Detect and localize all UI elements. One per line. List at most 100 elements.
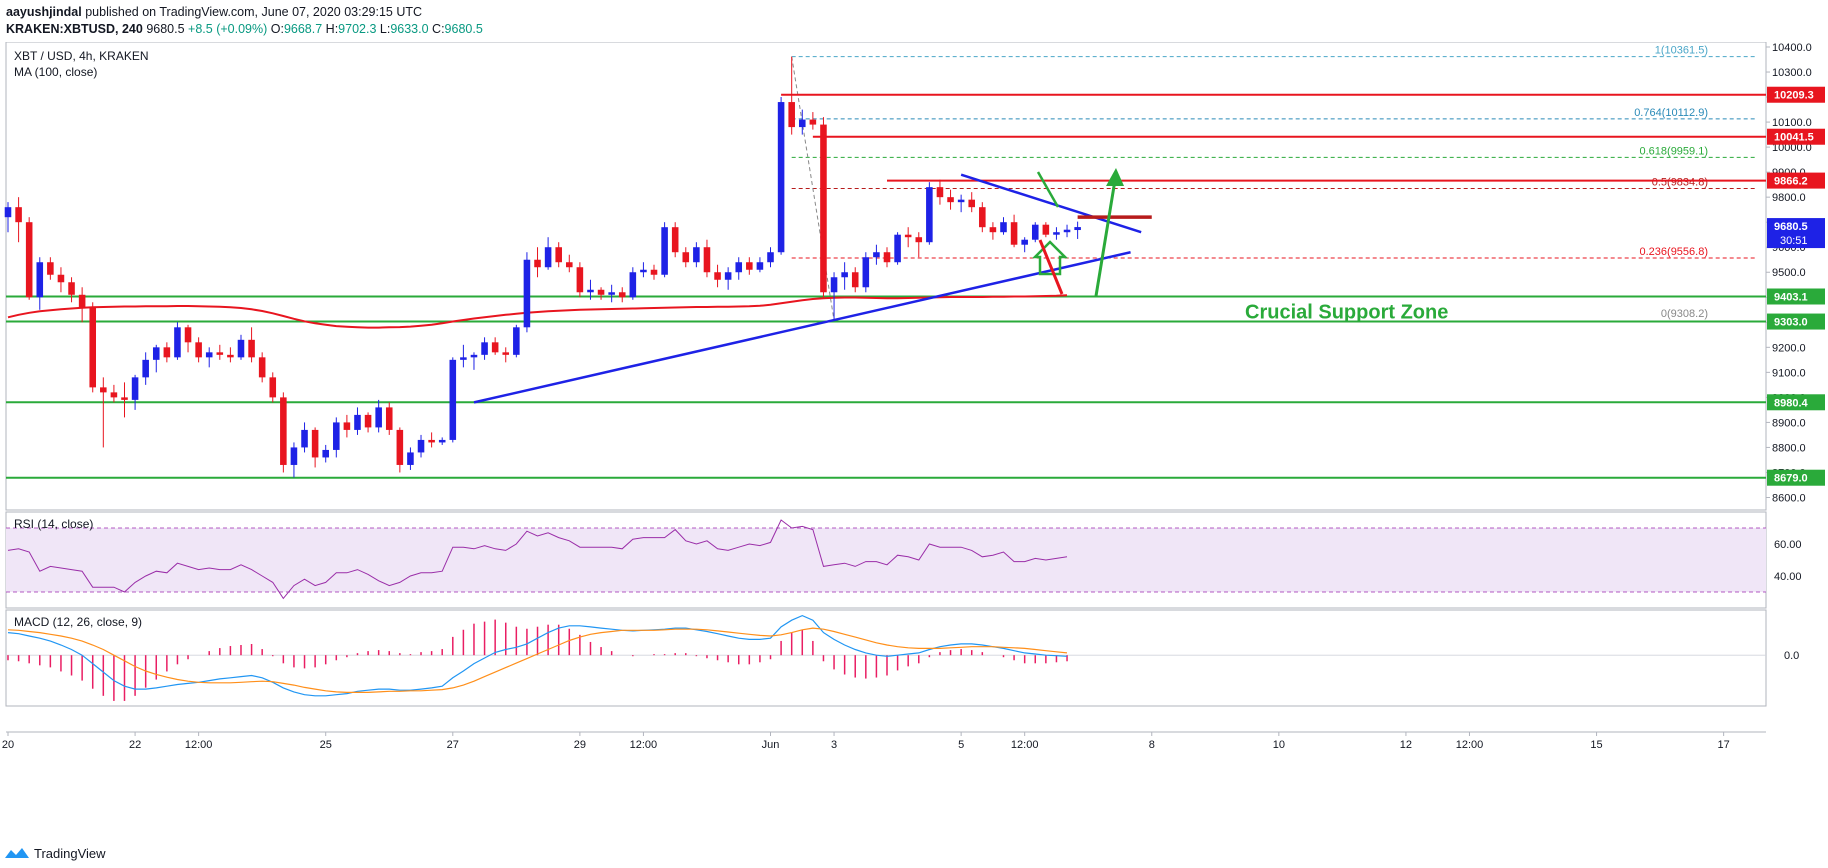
candle-body (396, 429, 404, 465)
candle-body (618, 292, 626, 298)
macd-tick-label: 0.0 (1784, 650, 1799, 662)
candle-body (1074, 227, 1081, 231)
candle-body (163, 347, 171, 358)
candle-body (301, 429, 308, 448)
crucial-support-zone-annotation: Crucial Support Zone (1245, 301, 1448, 323)
candle-body (587, 289, 594, 293)
candle-body (883, 252, 891, 263)
signal-line (7, 627, 1068, 693)
candle-body (926, 187, 933, 243)
candle-body (311, 429, 319, 458)
time-tick-label: 3 (831, 739, 837, 751)
price-tick-label: 9800.0 (1772, 192, 1806, 204)
fib-level-label: 0.764(10112.9) (1634, 107, 1708, 119)
rsi-band (6, 528, 1766, 592)
time-tick-label: 10 (1273, 739, 1285, 751)
macd-pane-frame (5, 609, 1767, 707)
candle-body (544, 247, 552, 268)
candle-body (661, 227, 668, 275)
price-level-tag-text: 9303.0 (1774, 317, 1808, 329)
candle-body (25, 222, 33, 298)
candle-body (364, 414, 372, 428)
price-tick-label: 9100.0 (1772, 367, 1806, 379)
candle-body (777, 102, 785, 253)
ascending-trendline (473, 251, 1131, 404)
price-level-tag-text: 9403.1 (1774, 291, 1808, 303)
candle-body (555, 247, 562, 263)
time-tick-label: 12:00 (1011, 739, 1039, 751)
candle-body (1000, 222, 1007, 233)
candle-body (343, 422, 351, 430)
candle-body (947, 197, 954, 203)
high-label: H: (325, 22, 339, 36)
candle-body (830, 277, 838, 293)
price-level-tag (1767, 394, 1825, 411)
price-change: +8.5 (+0.09%) (188, 22, 268, 36)
price-level-tag-text: 10209.3 (1774, 90, 1814, 102)
chart-canvas[interactable]: 1(10361.5) 0.764(10112.9) 0.618(9959.1) 0.5… (0, 42, 1828, 832)
candle-body (957, 199, 965, 203)
candle-body (57, 274, 65, 283)
time-tick-label: 5 (958, 739, 964, 751)
rsi-tick-label: 60.00 (1774, 539, 1802, 551)
candle-body (851, 272, 859, 288)
time-tick-label: 29 (574, 739, 586, 751)
candle-body (714, 272, 721, 280)
price-level-tag-text: 8679.0 (1774, 473, 1808, 485)
low-label: L: (379, 22, 391, 36)
candle-body (78, 294, 86, 308)
candle-body (523, 259, 531, 328)
candle-body (280, 397, 287, 465)
candle-body (4, 207, 12, 218)
candle-body (1042, 224, 1050, 235)
candle-body (354, 414, 361, 430)
price-level-tag (1767, 469, 1825, 486)
open-value: 9668.7 (283, 22, 323, 36)
outline-arrow-stem (1036, 171, 1060, 208)
fib-level-label: 0.5(9834.8) (1652, 176, 1708, 188)
fib-level-label: 0.618(9959.1) (1640, 145, 1709, 157)
candle-body (322, 449, 329, 458)
price-tick-label: 10000.0 (1772, 142, 1812, 154)
fib-level-label: 0.236(9556.8) (1640, 246, 1709, 258)
author-name[interactable]: aayushjindal (6, 5, 82, 19)
time-tick-label: 20 (2, 739, 14, 751)
candle-body (915, 237, 923, 243)
candle-body (470, 354, 478, 358)
price-level-tag (1767, 313, 1825, 330)
macd-label: MACD (12, 26, close, 9) (14, 615, 142, 629)
candle-body (333, 422, 340, 450)
candle-body (597, 289, 605, 295)
tradingview-footer[interactable]: TradingView (4, 842, 106, 864)
time-tick-label: Jun (762, 739, 780, 751)
price-pane: 1(10361.5) 0.764(10112.9) 0.618(9959.1) 0.5… (4, 45, 1766, 479)
candle-body (1063, 229, 1071, 233)
last-price: 9680.5 (146, 22, 185, 36)
candle-body (205, 352, 213, 358)
green-up-arrow (1094, 173, 1118, 297)
low-value: 9633.0 (390, 22, 429, 36)
candle-body (460, 357, 467, 360)
candle-body (862, 257, 870, 288)
price-tick-label: 10100.0 (1772, 117, 1812, 129)
pair-label: XBT / USD, 4h, KRAKEN (14, 49, 149, 63)
candle-body (513, 327, 520, 355)
publish-line: aayushjindal published on TradingView.co… (6, 4, 1822, 21)
candle-body (481, 342, 488, 355)
rsi-line (7, 519, 1068, 600)
price-axis: 8600.08700.08800.08900.09000.09100.09200… (1766, 42, 1825, 662)
price-tick-label: 9200.0 (1772, 342, 1806, 354)
price-tick-label: 8600.0 (1772, 492, 1806, 504)
candle-body (142, 359, 149, 378)
green-up-arrow-head (1106, 168, 1124, 186)
candle-body (693, 247, 700, 263)
time-axis: 20 22 12:00 25 27 29 12:00 Jun 3 5 12:00 8 10 12 12:00… (2, 732, 1730, 751)
candle-body (650, 269, 658, 275)
candle-body (989, 227, 997, 233)
time-tick-label: 12:00 (630, 739, 658, 751)
candle-body (152, 347, 160, 360)
candle-body (735, 262, 743, 273)
open-label: O: (270, 22, 284, 36)
macd-line (7, 614, 1068, 697)
candle-body (809, 119, 817, 125)
